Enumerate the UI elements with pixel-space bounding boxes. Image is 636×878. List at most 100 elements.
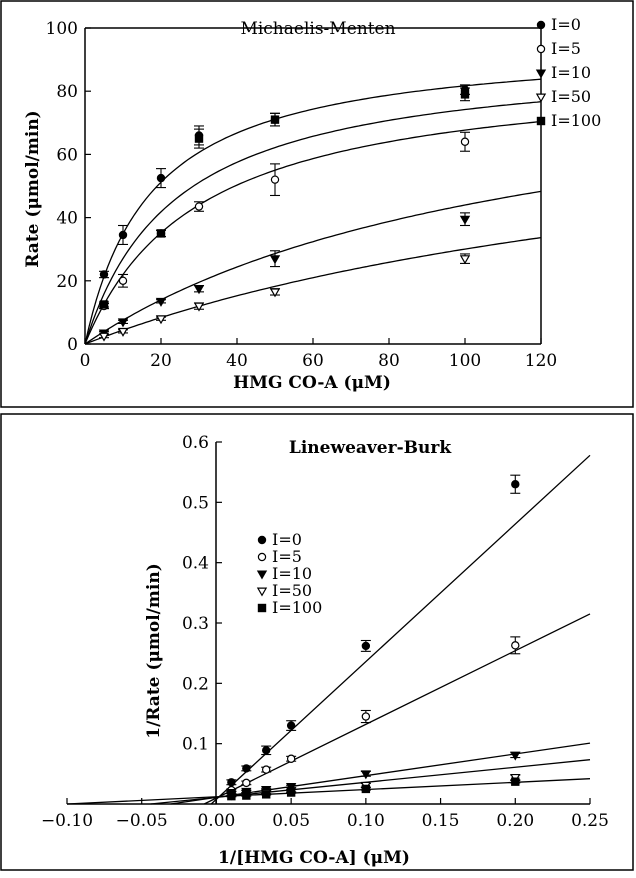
legend-marker xyxy=(536,116,546,126)
data-point-I0 xyxy=(227,778,236,787)
legend-label: I=10 xyxy=(551,63,591,82)
data-point-I10 xyxy=(193,285,205,295)
y-tick-label: 0.6 xyxy=(182,433,209,453)
x-tick-label: 0 xyxy=(80,351,91,371)
data-point-I50 xyxy=(193,302,205,312)
lb-title: Lineweaver-Burk xyxy=(289,438,452,458)
mm-axes: 0 20 40 60 80 100 120 0 20 40 60 80 100 xyxy=(46,19,558,371)
data-point-I10 xyxy=(269,255,281,265)
lb-axes: −0.10 −0.05 0.00 0.05 0.10 0.15 0.20 0.25 0.1 0.2… xyxy=(41,433,609,831)
x-tick-label: 120 xyxy=(525,351,557,371)
legend-label: I=0 xyxy=(551,15,581,34)
data-point-I50 xyxy=(459,255,471,265)
fit-line-I0 xyxy=(210,454,591,805)
mm-y-axis-title: Rate (μmol/min) xyxy=(23,110,43,267)
data-point-I100 xyxy=(194,134,204,143)
data-point-I10 xyxy=(155,297,167,307)
y-tick-label: 60 xyxy=(56,145,78,165)
michaelis-menten-panel: 0 20 40 60 80 100 120 0 20 40 60 80 100 I=0 I=5 I=10 I=… xyxy=(0,0,636,410)
y-tick-label: 0.5 xyxy=(182,493,209,513)
fit-line-I100 xyxy=(84,236,542,345)
legend-marker xyxy=(257,552,267,562)
mm-legend: I=0 I=5 I=10 I=50 I=100 xyxy=(535,15,601,130)
data-point-I50 xyxy=(98,332,110,342)
data-point-I5 xyxy=(286,754,296,763)
x-tick-label: 80 xyxy=(378,351,400,371)
legend-marker xyxy=(257,535,267,545)
lb-legend: I=0I=5I=10I=50I=100 xyxy=(256,530,322,617)
legend-label: I=50 xyxy=(272,581,312,600)
fit-line-I100 xyxy=(66,778,591,805)
lb-data-points xyxy=(226,474,521,801)
data-point-I5 xyxy=(460,137,470,146)
legend-marker xyxy=(536,44,546,54)
data-point-I100 xyxy=(270,115,280,124)
y-tick-label: 0.3 xyxy=(182,614,209,634)
legend-label: I=0 xyxy=(272,530,302,549)
x-tick-label: 0.20 xyxy=(496,811,534,831)
mm-data-points xyxy=(98,84,471,342)
lineweaver-burk-panel: −0.10 −0.05 0.00 0.05 0.10 0.15 0.20 0.25 0.1 0.2… xyxy=(0,413,636,873)
legend-marker xyxy=(257,603,267,613)
x-tick-label: 60 xyxy=(302,351,324,371)
y-tick-label: 0.4 xyxy=(182,554,209,574)
data-point-I5 xyxy=(511,641,520,650)
data-point-I0 xyxy=(118,230,128,240)
fit-line-I5 xyxy=(203,613,591,805)
data-point-I0 xyxy=(99,270,109,279)
data-point-I100 xyxy=(242,791,251,800)
data-point-I100 xyxy=(99,300,109,309)
fit-line-I50 xyxy=(84,190,542,345)
y-tick-label: 40 xyxy=(56,209,78,229)
legend-marker xyxy=(535,69,547,79)
data-point-I5 xyxy=(361,712,371,721)
data-point-I0 xyxy=(286,721,296,730)
y-tick-label: 0.1 xyxy=(182,735,209,755)
data-point-I5 xyxy=(242,778,251,788)
panel-border xyxy=(0,413,634,871)
data-point-I10 xyxy=(459,215,471,225)
data-point-I50 xyxy=(117,327,129,337)
legend-marker xyxy=(256,587,268,597)
x-tick-label: 0.10 xyxy=(347,811,385,831)
lineweaver-burk-chart: −0.10 −0.05 0.00 0.05 0.10 0.15 0.20 0.25 0.1 0.2… xyxy=(0,413,634,871)
x-tick-label: 40 xyxy=(226,351,248,371)
x-tick-label: 100 xyxy=(449,351,481,371)
data-point-I5 xyxy=(118,276,128,285)
mm-fit-curves xyxy=(84,78,542,345)
data-point-I0 xyxy=(261,746,271,755)
legend-marker xyxy=(535,93,547,103)
data-point-I0 xyxy=(242,764,251,773)
lb-y-axis-title: 1/Rate (μmol/min) xyxy=(144,563,164,739)
x-tick-label: −0.05 xyxy=(116,811,168,831)
x-tick-label: −0.10 xyxy=(41,811,93,831)
data-point-I100 xyxy=(286,788,296,797)
data-point-I0 xyxy=(511,480,520,489)
data-point-I5 xyxy=(194,202,204,211)
x-tick-label: 0.25 xyxy=(571,811,609,831)
x-tick-label: 0.00 xyxy=(197,811,235,831)
data-point-I50 xyxy=(155,315,167,325)
legend-marker xyxy=(256,570,268,580)
data-point-I100 xyxy=(460,90,470,99)
legend-label: I=10 xyxy=(272,564,312,583)
data-point-I5 xyxy=(270,175,280,184)
data-point-I10 xyxy=(285,783,297,793)
legend-label: I=5 xyxy=(272,547,302,566)
fit-line-I5 xyxy=(84,101,542,345)
legend-label: I=5 xyxy=(551,39,581,58)
x-tick-label: 0.15 xyxy=(422,811,460,831)
y-tick-label: 0 xyxy=(67,335,78,355)
data-point-I5 xyxy=(261,765,271,774)
y-tick-label: 100 xyxy=(46,19,78,39)
x-tick-label: 0.05 xyxy=(272,811,310,831)
data-point-I0 xyxy=(156,173,166,183)
y-tick-label: 20 xyxy=(56,272,78,292)
data-point-I100 xyxy=(361,784,371,794)
mm-title: Michaelis-Menten xyxy=(240,19,395,39)
data-point-I100 xyxy=(156,229,166,238)
legend-label: I=100 xyxy=(551,111,601,130)
data-point-I100 xyxy=(511,777,520,786)
data-point-I0 xyxy=(361,641,371,651)
